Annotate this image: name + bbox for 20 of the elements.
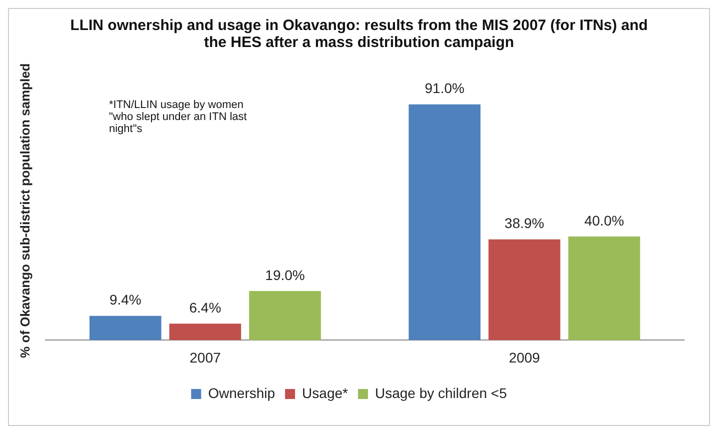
data-label: 6.4%	[189, 299, 222, 316]
data-label: 9.4%	[109, 292, 142, 308]
bar	[169, 324, 242, 340]
annotation: *ITN/LLIN usage by women "who slept under an ITN last night"s	[109, 99, 248, 135]
bar	[488, 239, 560, 340]
legend-label: Usage by children <5	[374, 384, 508, 401]
data-label: 38.9%	[504, 215, 544, 232]
chart-title: LLIN ownership and usage in Okavango: results from the MIS 2007 (for ITNs) and the HES after a mass distribution campaign	[69, 16, 649, 51]
bar	[249, 290, 321, 340]
data-label: 19.0%	[265, 266, 305, 283]
legend-label: Usage*	[302, 384, 349, 401]
bar	[408, 104, 481, 340]
data-label: 40.0%	[584, 212, 624, 228]
bar	[568, 236, 640, 340]
legend-label: Ownership	[208, 384, 276, 401]
x-tick-label: 2009	[508, 349, 540, 366]
data-label: 91.0%	[424, 80, 464, 96]
y-axis-title: % of Okavango sub-district population sampled	[17, 63, 32, 358]
bar	[89, 316, 162, 340]
x-tick-label: 2007	[190, 349, 221, 366]
